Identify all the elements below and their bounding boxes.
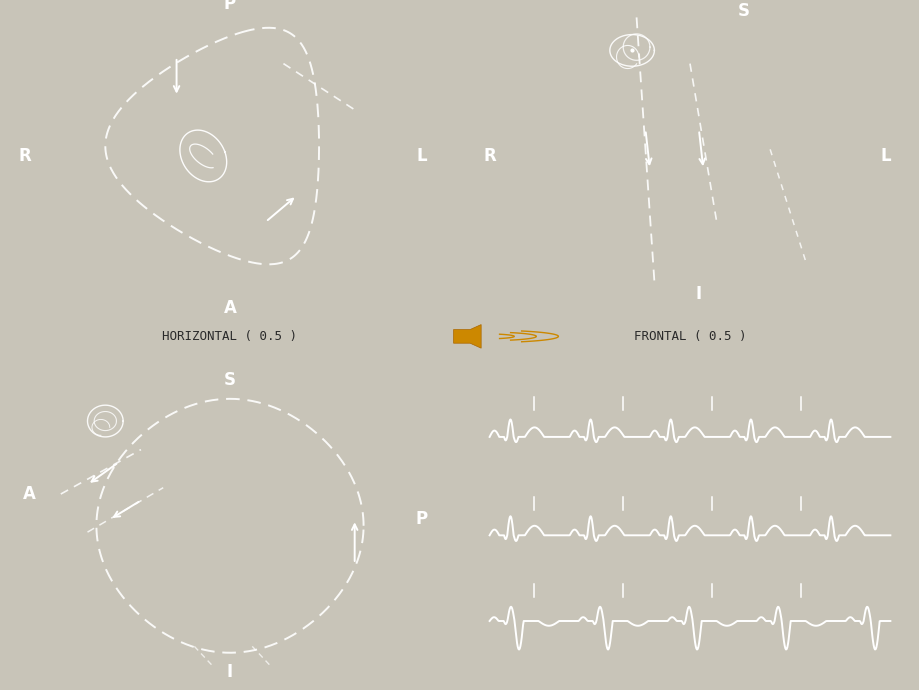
Text: P: P [223,0,236,13]
Text: S: S [737,2,749,20]
Text: L: L [879,147,891,165]
Text: P: P [415,511,427,529]
Text: FRONTAL ( 0.5 ): FRONTAL ( 0.5 ) [633,330,745,343]
Polygon shape [453,324,481,348]
Text: R: R [482,147,495,165]
Text: S: S [223,371,236,388]
Text: R: R [18,147,31,165]
Text: HORIZONTAL ( 0.5 ): HORIZONTAL ( 0.5 ) [163,330,297,343]
Text: I: I [695,286,701,304]
Text: A: A [23,485,36,503]
Text: A: A [223,299,236,317]
Text: L: L [415,147,426,165]
Text: I: I [227,663,233,681]
